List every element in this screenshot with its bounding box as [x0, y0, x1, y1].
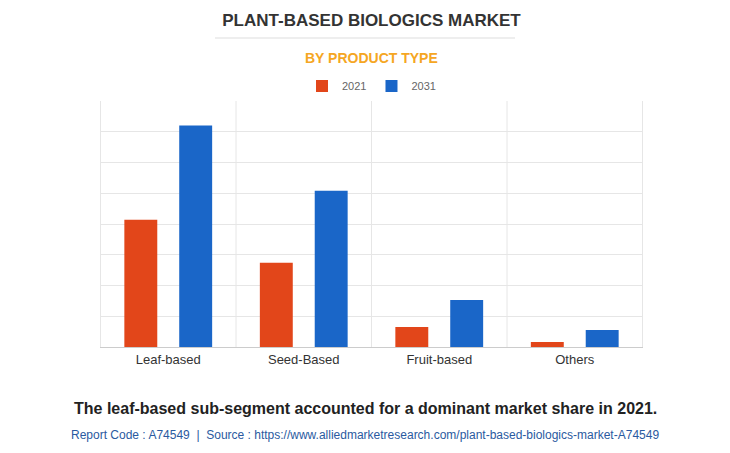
svg-text:Fruit-based: Fruit-based	[406, 352, 472, 367]
svg-text:2021: 2021	[342, 80, 366, 92]
svg-text:Leaf-based: Leaf-based	[136, 352, 201, 367]
svg-text:Report Code : A74549 | Sourc: Report Code : A74549 | Source : https://…	[71, 428, 659, 442]
svg-text:PLANT-BASED BIOLOGICS MARKET: PLANT-BASED BIOLOGICS MARKET	[222, 11, 521, 30]
svg-text:BY PRODUCT TYPE: BY PRODUCT TYPE	[305, 50, 438, 66]
svg-text:The leaf-based sub-segment acc: The leaf-based sub-segment accounted for…	[74, 400, 657, 417]
svg-text:Others: Others	[555, 352, 595, 367]
svg-text:Seed-Based: Seed-Based	[268, 352, 340, 367]
svg-text:2031: 2031	[411, 80, 435, 92]
